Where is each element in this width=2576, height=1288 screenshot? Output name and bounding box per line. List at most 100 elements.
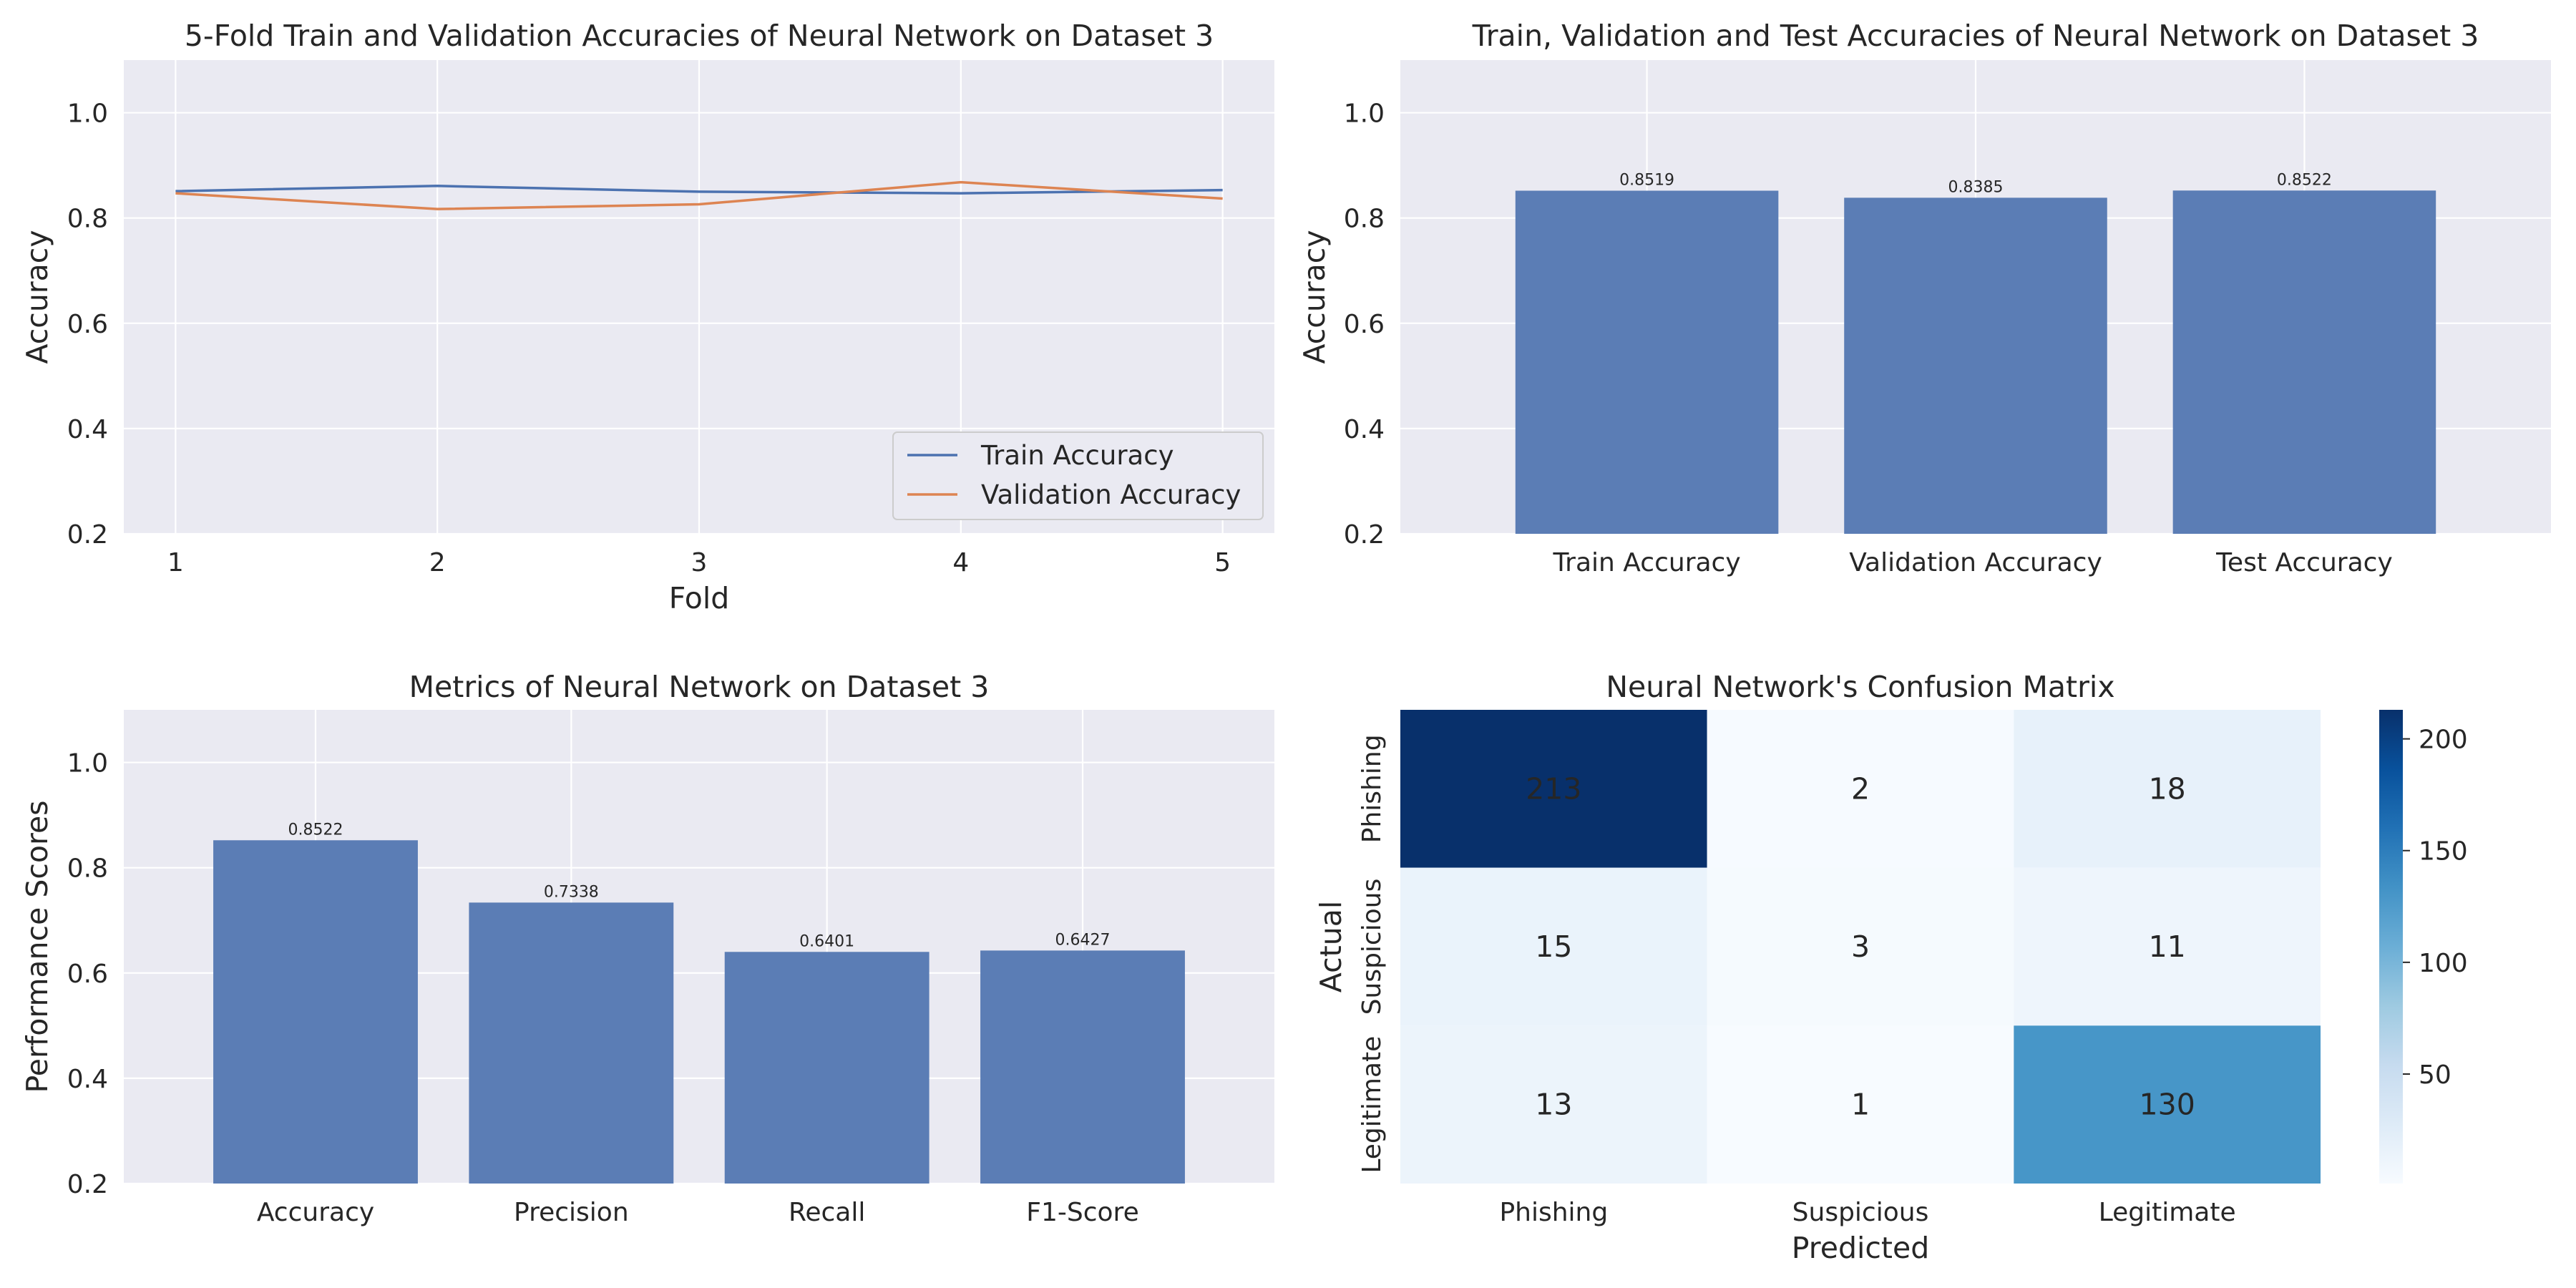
x-tick-label: 2	[429, 548, 446, 577]
y-axis-label: Actual	[1314, 901, 1348, 992]
bar-value-label: 0.8519	[1619, 171, 1674, 189]
y-tick-label: 0.4	[67, 1065, 108, 1094]
chart-title: 5-Fold Train and Validation Accuracies o…	[185, 19, 1214, 53]
x-tick-label: 5	[1214, 548, 1231, 577]
x-tick-label: Legitimate	[2099, 1198, 2236, 1227]
colorbar	[2379, 710, 2403, 1184]
cell-value: 1	[1851, 1088, 1870, 1122]
y-tick-label: 0.4	[67, 415, 108, 444]
x-tick-label: Recall	[789, 1198, 865, 1227]
bar-precision	[469, 902, 674, 1184]
cell-value: 2	[1851, 771, 1870, 806]
cell-suspicious-phishing	[1400, 867, 1707, 1026]
x-tick-label: F1-Score	[1026, 1198, 1138, 1227]
x-axis-label: Fold	[669, 581, 730, 615]
x-tick-label: Test Accuracy	[2215, 548, 2393, 577]
colorbar-tick-label: 150	[2419, 837, 2468, 867]
bar-value-label: 0.8522	[288, 821, 343, 839]
x-tick-labels: Accuracy Precision Recall F1-Score	[257, 1198, 1139, 1227]
bar-test-accuracy	[2172, 190, 2436, 534]
colorbar-tick-label: 200	[2419, 726, 2468, 755]
legend-label-train: Train Accuracy	[980, 440, 1174, 471]
x-tick-labels: Train Accuracy Validation Accuracy Test Ac…	[1552, 548, 2392, 577]
x-tick-label: Accuracy	[257, 1198, 374, 1227]
chart-title: Train, Validation and Test Accuracies of…	[1472, 19, 2479, 53]
y-tick-label: 0.4	[1344, 415, 1385, 444]
x-tick-label: 1	[167, 548, 184, 577]
y-tick-label: 0.2	[1344, 520, 1385, 550]
cell-suspicious-legitimate	[2014, 867, 2321, 1026]
y-tick-label: 1.0	[67, 99, 108, 129]
cell-phishing-suspicious	[1707, 710, 2014, 868]
bar-accuracy	[213, 840, 418, 1184]
line-chart-panel: 0.2 0.4 0.6 0.8 1.0 1 2 3 4 5 5-Fold Train and V…	[20, 19, 1274, 615]
cell-value: 11	[2149, 930, 2186, 964]
y-tick-labels: 0.2 0.4 0.6 0.8 1.0	[1344, 99, 1385, 550]
cell-value: 15	[1535, 930, 1572, 964]
cell-value: 130	[2140, 1088, 2195, 1122]
y-tick-label: 0.6	[67, 960, 108, 989]
heatmap-cells: 213 2 18 15 3 11 13 1 130	[1400, 710, 2321, 1184]
y-axis-label: Accuracy	[20, 230, 54, 364]
cell-phishing-phishing	[1400, 710, 1707, 868]
accuracy-bar-chart-panel: 0.8519 0.8385 0.8522 0.2 0.4 0.6 0.8 1.0 Train…	[1297, 19, 2551, 577]
bar-value-label: 0.8385	[1948, 178, 2004, 196]
series-lines	[175, 180, 1223, 210]
bar-value-label: 0.8522	[2277, 171, 2332, 189]
cell-phishing-legitimate	[2014, 710, 2321, 868]
legend-label-validation: Validation Accuracy	[981, 479, 1241, 510]
legend-box	[892, 431, 1264, 520]
y-tick-label: 0.8	[67, 854, 108, 884]
bar-value-label: 0.7338	[544, 883, 599, 901]
bar-validation-accuracy	[1844, 197, 2107, 534]
cell-legitimate-suspicious	[1707, 1025, 2014, 1184]
cell-legitimate-legitimate	[2014, 1025, 2321, 1184]
cell-suspicious-suspicious	[1707, 867, 2014, 1026]
y-tick-label: 0.2	[67, 1170, 108, 1199]
series-line-validation	[175, 180, 1223, 210]
y-axis-label: Performance Scores	[20, 800, 54, 1093]
bar-recall	[724, 952, 930, 1184]
chart-title: Neural Network's Confusion Matrix	[1606, 670, 2114, 704]
y-axis-label: Accuracy	[1297, 230, 1332, 364]
y-tick-label: Suspicious	[1357, 879, 1387, 1015]
y-tick-label: 1.0	[67, 749, 108, 779]
x-tick-label: 3	[691, 548, 708, 577]
x-axis-label: Predicted	[1792, 1231, 1929, 1265]
cell-value: 18	[2149, 771, 2186, 806]
y-tick-label: Legitimate	[1357, 1036, 1387, 1174]
bar-train-accuracy	[1515, 190, 1779, 534]
colorbar-tick-label: 100	[2419, 949, 2468, 978]
x-tick-labels: 1 2 3 4 5	[167, 548, 1231, 577]
bars: 0.8522 0.7338 0.6401 0.6427	[213, 821, 1185, 1184]
x-tick-label: Train Accuracy	[1552, 548, 1740, 577]
chart-title: Metrics of Neural Network on Dataset 3	[409, 670, 990, 704]
x-tick-label: 4	[952, 548, 969, 577]
bar-f1-score	[980, 950, 1185, 1184]
series-line-train	[175, 185, 1223, 195]
x-tick-label: Validation Accuracy	[1849, 548, 2102, 577]
y-tick-label: 0.8	[67, 205, 108, 234]
x-tick-label: Suspicious	[1792, 1198, 1929, 1227]
metrics-bar-chart-panel: 0.8522 0.7338 0.6401 0.6427 0.2 0.4 0.6 0.8 1.0…	[20, 670, 1274, 1227]
y-tick-label: 0.8	[1344, 205, 1385, 234]
x-tick-labels: Phishing Suspicious Legitimate	[1499, 1198, 2235, 1227]
y-tick-label: 0.6	[1344, 310, 1385, 339]
colorbar-ticks: 50 100 150 200	[2403, 726, 2468, 1090]
y-tick-label: Phishing	[1357, 734, 1387, 843]
y-tick-label: 0.2	[67, 520, 108, 550]
y-tick-labels: 0.2 0.4 0.6 0.8 1.0	[67, 99, 108, 550]
confusion-matrix-panel: 213 2 18 15 3 11 13 1 130 Phishing Suspicious Legi…	[1314, 670, 2468, 1265]
bar-value-label: 0.6427	[1055, 931, 1111, 949]
x-tick-label: Phishing	[1499, 1198, 1608, 1227]
bars: 0.8519 0.8385 0.8522	[1515, 171, 2436, 534]
legend: Train Accuracy Validation Accuracy	[892, 431, 1264, 520]
bar-value-label: 0.6401	[799, 932, 854, 950]
x-tick-label: Precision	[514, 1198, 629, 1227]
y-tick-label: 1.0	[1344, 99, 1385, 129]
y-tick-labels: 0.2 0.4 0.6 0.8 1.0	[67, 749, 108, 1199]
cell-value: 13	[1535, 1088, 1572, 1122]
y-tick-label: 0.6	[67, 310, 108, 339]
cell-legitimate-phishing	[1400, 1025, 1707, 1184]
